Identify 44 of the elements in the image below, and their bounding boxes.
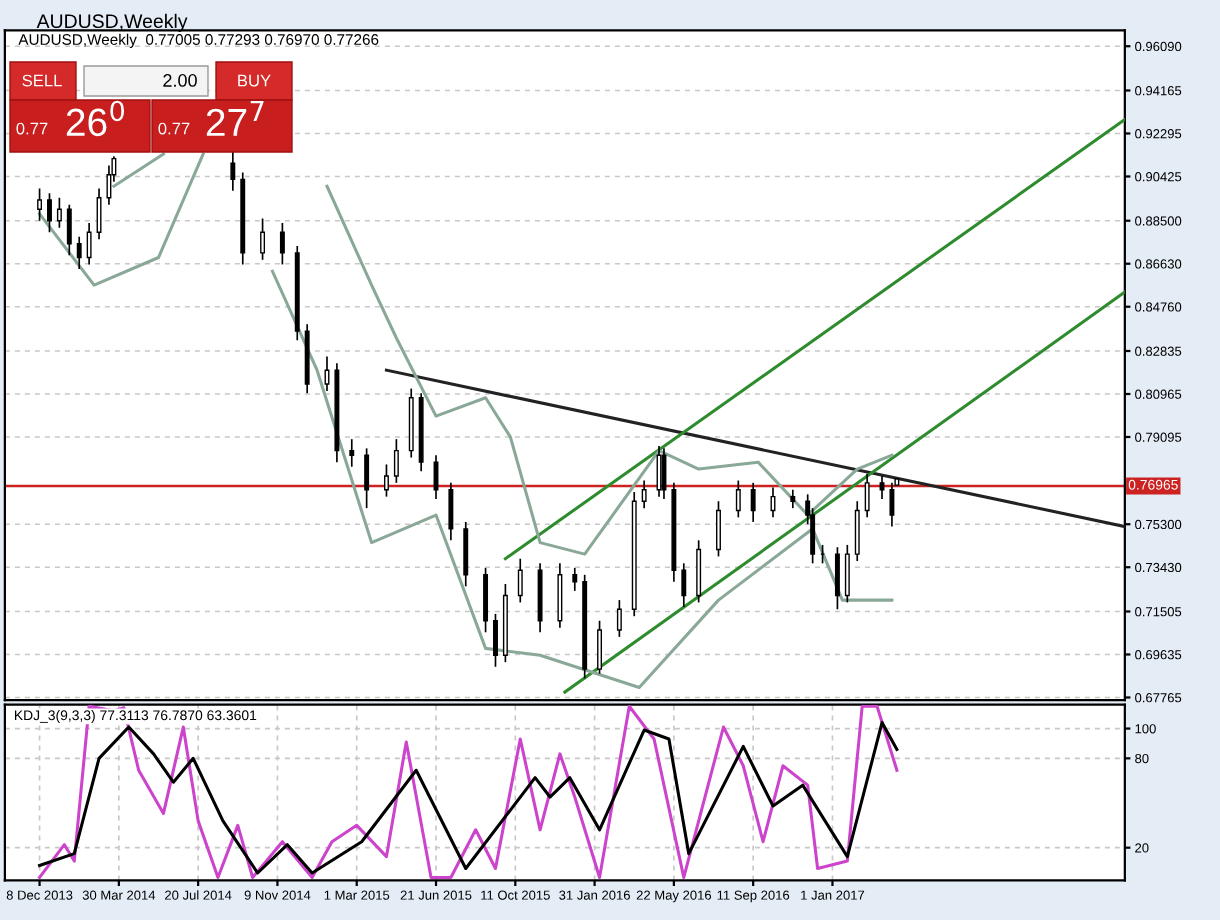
annotation: 0.77 [16,122,48,135]
candlestick [844,544,850,604]
candlestick [96,187,102,240]
candlestick [854,500,860,562]
candlestick [517,557,523,604]
candlestick [230,150,236,192]
candlestick [750,482,756,523]
candlestick [681,562,687,608]
annotation: 26$^{0}$ [66,100,125,137]
candlestick [716,500,721,558]
annotation: SELL [22,74,62,87]
annotation: 2.00 [163,74,197,87]
candlestick [86,222,92,266]
candlestick [279,222,285,266]
candlestick [448,482,454,542]
candlestick [349,438,355,468]
candlestick [383,463,389,498]
candlestick [47,192,52,234]
candlestick [696,539,702,604]
chart-title: AUDUSD,Weekly [36,13,188,32]
candlestick [76,235,82,270]
candlestick [463,521,469,588]
annotation: BUY [238,74,271,87]
candlestick [889,482,895,528]
candlestick [557,562,563,629]
annotation: 0.77 [158,122,190,135]
candlestick [641,479,647,509]
candlestick [483,567,489,634]
annotation: 27$^{7}$ [206,101,264,136]
candlestick [56,196,62,229]
candlestick [735,479,741,519]
candlestick [393,438,399,484]
candlestick [864,472,870,519]
candlestick [834,546,840,611]
candlestick [493,613,498,668]
candlestick [66,203,72,257]
candlestick [106,164,112,206]
candlestick [37,187,43,222]
candlestick [572,567,578,592]
candlestick [616,599,622,638]
candlestick [790,488,796,509]
candlestick [597,619,603,675]
candlestick [364,447,370,509]
candlestick [260,217,266,261]
